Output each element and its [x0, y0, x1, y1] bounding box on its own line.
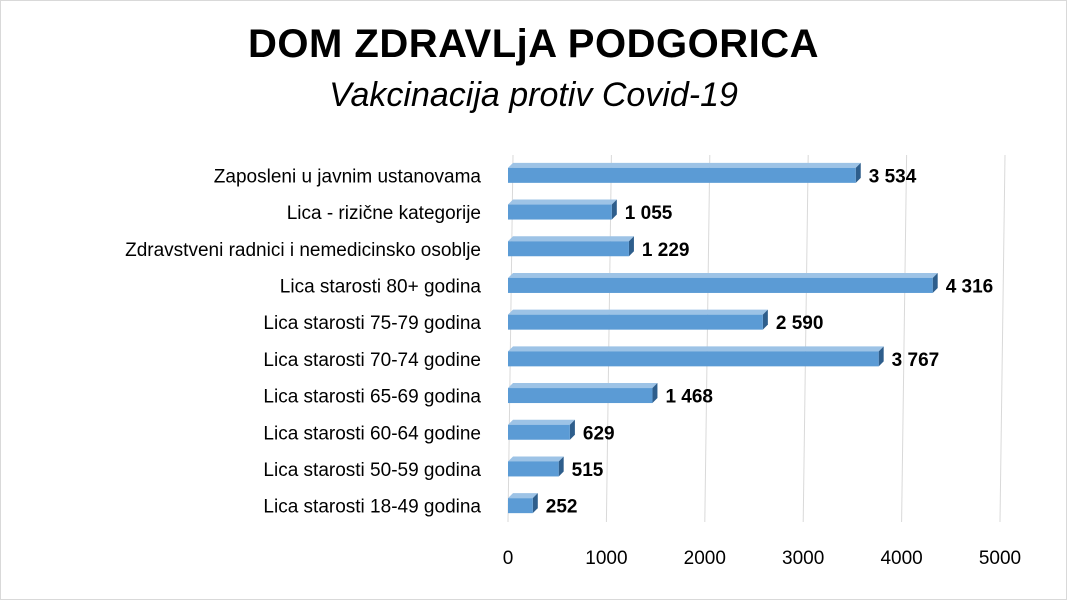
gridline: [901, 154, 908, 523]
x-tick-label: 4000: [880, 548, 922, 569]
bar-side: [878, 346, 884, 367]
bar-side: [611, 199, 617, 220]
bar: [508, 461, 559, 477]
bar: [508, 204, 612, 220]
bar: [508, 241, 629, 257]
bar: [508, 388, 653, 404]
bar-top: [508, 493, 538, 499]
gridline: [802, 154, 809, 523]
data-label: 2 590: [776, 313, 824, 334]
category-label: Lica starosti 50-59 godina: [263, 460, 481, 481]
bar-side: [762, 309, 768, 330]
bar-top: [508, 309, 768, 315]
bar-side: [652, 383, 658, 404]
data-label: 3 767: [892, 350, 940, 371]
data-label: 3 534: [869, 166, 917, 187]
data-label: 1 468: [665, 387, 713, 408]
category-label: Lica starosti 75-79 godina: [263, 313, 481, 334]
x-tick-label: 5000: [979, 548, 1021, 569]
bar-side: [932, 272, 938, 293]
category-label: Zdravstveni radnici i nemedicinsko osobl…: [125, 240, 481, 261]
bar: [508, 277, 933, 293]
bar-top: [508, 236, 634, 242]
data-label: 4 316: [946, 276, 994, 297]
bar: [508, 424, 570, 440]
data-label: 629: [583, 423, 615, 444]
bar: [508, 167, 856, 183]
bar-top: [508, 162, 861, 168]
bar-top: [508, 456, 564, 462]
x-tick-label: 3000: [782, 548, 824, 569]
x-tick-label: 2000: [684, 548, 726, 569]
bar: [508, 498, 533, 514]
category-label: Zaposleni u javnim ustanovama: [214, 166, 482, 187]
gridline: [999, 154, 1006, 523]
bar-side: [855, 162, 861, 183]
category-label: Lica starosti 80+ godina: [280, 276, 482, 297]
bar-side: [628, 236, 634, 257]
bar-side: [569, 419, 575, 440]
bar-top: [508, 346, 884, 352]
chart-subtitle: Vakcinacija protiv Covid-19: [329, 76, 738, 114]
bar-top: [508, 272, 938, 278]
bar-top: [508, 383, 658, 389]
bar: [508, 314, 763, 330]
bar: [508, 351, 879, 367]
x-tick-label: 0: [503, 548, 514, 569]
category-label: Lica starosti 70-74 godine: [263, 350, 481, 371]
data-label: 1 055: [625, 203, 673, 224]
bar-side: [558, 456, 564, 477]
bar-top: [508, 199, 617, 205]
category-label: Lica starosti 60-64 godine: [263, 423, 481, 444]
data-label: 515: [572, 460, 604, 481]
x-tick-label: 1000: [585, 548, 627, 569]
category-label: Lica - rizične kategorije: [287, 203, 481, 224]
bar-top: [508, 419, 575, 425]
category-label: Lica starosti 65-69 godina: [263, 387, 481, 408]
data-label: 252: [546, 497, 578, 518]
data-label: 1 229: [642, 240, 690, 261]
category-label: Lica starosti 18-49 godina: [263, 497, 481, 518]
gridline: [704, 154, 711, 523]
chart-title: DOM ZDRAVLjA PODGORICA: [248, 22, 819, 66]
bar-side: [532, 493, 538, 514]
